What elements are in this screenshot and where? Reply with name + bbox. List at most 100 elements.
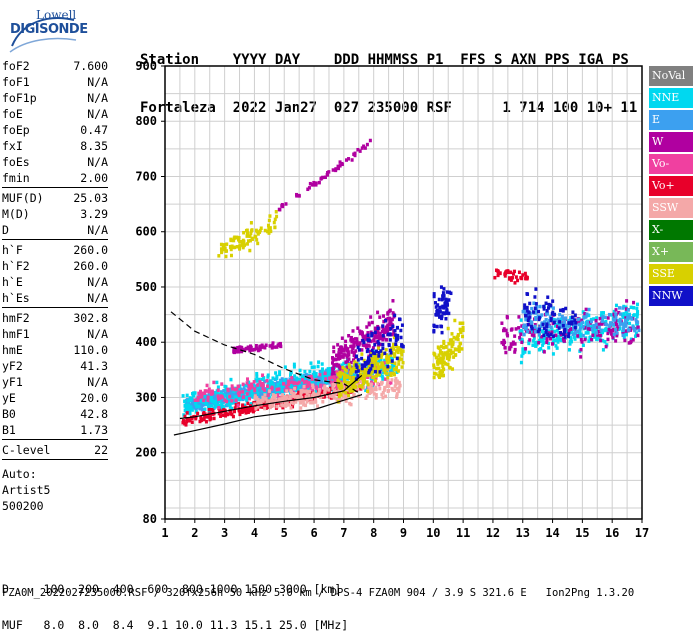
echo-point-e [585,312,589,316]
echo-point-sse [441,373,445,378]
echo-point-sse [447,341,451,346]
echo-point-sse [441,357,445,362]
echo-point-w [347,357,351,361]
echo-point-w [365,142,369,147]
echo-point-e [623,321,627,326]
echo-point-e [526,329,530,334]
echo-point-sse [442,341,446,346]
echo-point-nnw [355,354,359,358]
echo-point-sse [386,375,390,380]
echo-point-nnw [574,321,578,325]
echo-point-sse [359,384,363,388]
echo-point-nnw [528,301,532,306]
echo-point-nnw [395,326,399,330]
x-tick-label: 4 [251,526,258,540]
echo-point-w [350,344,354,348]
scaled-parameters-panel: foF2 7.600 foF1 N/A foF1p N/A foE N/A foEp 0.47 fx… [2,58,108,514]
echo-point-nne [344,371,348,375]
echo-point-nne [547,329,551,333]
echo-point-w [368,138,372,143]
echo-point-nnw [381,324,385,328]
echo-point-w [338,160,342,164]
echo-point-sse [232,238,236,243]
echo-point-nnw [563,335,567,339]
echo-point-nne [188,411,192,416]
echo-point-vo- [261,386,265,391]
echo-point-vo- [220,395,224,399]
echo-point-vo- [205,383,209,388]
echo-point-w [614,308,618,312]
echo-point-sse [353,360,357,364]
echo-point-sse [369,358,373,363]
echo-point-w [598,333,602,338]
echo-point-ssw [264,397,268,401]
echo-point-w [625,299,629,303]
echo-point-sse [351,377,355,381]
echo-point-nnw [561,309,565,313]
echo-point-w [597,329,601,334]
echo-point-sse [441,355,445,360]
echo-point-vo- [217,405,221,410]
echo-point-w [246,345,250,349]
echo-point-e [270,390,274,395]
echo-point-e [283,380,287,384]
echo-point-vo- [323,371,327,376]
echo-point-sse [448,365,452,370]
echo-point-sse [437,353,441,357]
echo-point-ssw [384,394,388,399]
echo-point-w [336,164,340,169]
echo-point-ssw [312,391,316,395]
echo-point-w [275,345,279,349]
echo-point-nnw [377,354,381,358]
echo-point-w [533,328,537,332]
echo-point-ssw [327,388,331,392]
param-row-b0: B0 42.8 [2,406,108,422]
echo-point-nne [364,388,368,393]
echo-point-ssw [395,379,399,383]
echo-point-e [607,312,611,317]
echo-point-e [624,324,628,328]
echo-point-nne [589,317,593,322]
echo-point-sse [256,241,260,246]
param-row-c-level: C-level 22 [2,442,108,458]
echo-point-nnw [546,306,550,310]
echo-point-nne [519,318,523,322]
echo-point-ssw [256,400,260,405]
echo-point-vo- [240,407,244,411]
echo-point-nnw [447,311,451,316]
echo-point-nnw [394,338,398,343]
echo-point-nne [189,398,193,402]
echo-point-vo- [277,395,281,400]
echo-point-ssw [299,396,303,400]
echo-point-nne [249,402,253,406]
echo-point-e [568,318,572,322]
echo-point-w [636,325,640,329]
echo-point-nne [523,350,527,354]
echo-point-ssw [331,382,335,387]
y-tick-label: 900 [135,59,157,73]
y-tick-label: 500 [135,280,157,294]
echo-point-w [611,335,615,340]
echo-point-sse [233,245,237,250]
echo-point-vo- [245,392,249,396]
echo-point-e [612,332,616,337]
echo-point-nnw [549,317,553,321]
echo-point-w [336,166,340,171]
echo-point-nne [311,379,315,383]
echo-point-nne [216,385,220,389]
echo-point-vo- [275,387,279,392]
echo-point-sse [244,228,248,233]
echo-point-e [229,393,233,397]
echo-point-e [346,369,350,374]
echo-point-w [562,339,566,343]
echo-point-nne [540,329,544,334]
echo-point-e [535,305,539,309]
echo-point-vo- [206,395,210,400]
y-tick-label: 700 [135,169,157,183]
echo-point-vo- [270,385,274,390]
echo-point-nne [633,334,637,338]
echo-point-sse [396,350,400,355]
echo-point-nnw [566,334,570,339]
echo-point-nnw [389,351,393,355]
echo-points [181,138,641,427]
